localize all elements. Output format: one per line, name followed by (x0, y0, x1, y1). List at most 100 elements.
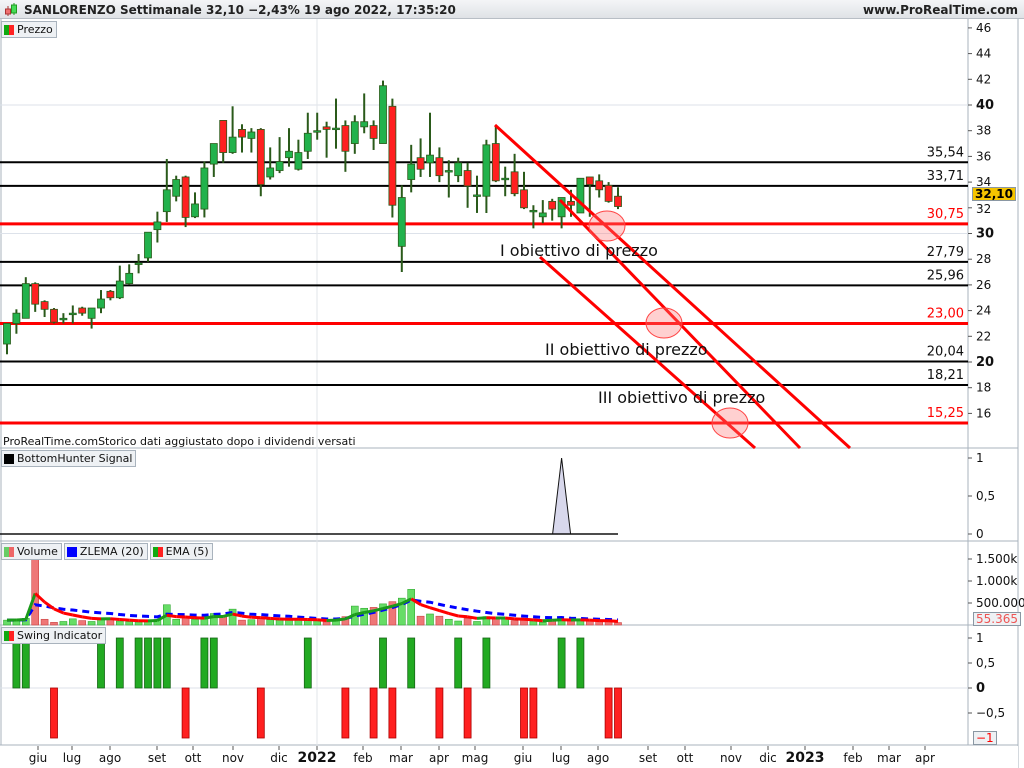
candle-body (200, 167, 209, 210)
target-trendline (493, 123, 852, 450)
volume-bar (172, 618, 180, 626)
x-tick-label: nov (222, 751, 244, 765)
candle-body (294, 152, 303, 170)
site-link[interactable]: www.ProRealTime.com (863, 3, 1018, 17)
candle (435, 147, 444, 183)
target-3-label: III obiettivo di prezzo (598, 388, 766, 407)
x-axis-bar (0, 746, 1018, 768)
candle-body (454, 162, 463, 177)
bh-tick-label: 1 (976, 451, 984, 465)
candle (228, 106, 237, 154)
level-label: 18,21 (927, 368, 964, 383)
candle (40, 300, 49, 318)
ema-segment (270, 616, 280, 621)
swing-bar-up (153, 637, 162, 689)
candle-body (50, 308, 58, 323)
volume-bar (388, 601, 397, 626)
ema-segment (476, 616, 487, 620)
bottomhunter-panel-label[interactable]: BottomHunter Signal (1, 450, 137, 467)
x-tick-label: dic (759, 751, 777, 765)
candle (50, 308, 58, 324)
ema-segment (505, 616, 515, 621)
volume-bar (144, 620, 152, 626)
candle (604, 182, 613, 203)
volume-tick-label: 1.000k (976, 574, 1017, 588)
candle-body (360, 121, 369, 128)
volume-bar (87, 621, 96, 626)
volume-bar (59, 621, 68, 626)
ema-segment (156, 613, 168, 622)
candle (397, 185, 406, 273)
level-label: 33,71 (927, 169, 964, 184)
candle (285, 128, 293, 167)
candle (3, 323, 11, 355)
ema-segment (16, 617, 26, 622)
candle (31, 282, 40, 312)
volume-bar (529, 620, 538, 626)
candle (407, 144, 416, 193)
x-tick-label: set (148, 751, 167, 765)
x-tick-label: lug (63, 751, 82, 765)
swing-bar-down (369, 687, 378, 739)
ema-segment (204, 615, 215, 620)
ema-segment (363, 609, 374, 615)
ema-segment (523, 617, 534, 622)
price-tick-label: 24 (976, 304, 991, 318)
ema-segment (458, 614, 468, 619)
volume-bar (256, 618, 265, 626)
swing-panel-label[interactable]: Swing Indicator (1, 627, 107, 644)
candle (181, 175, 190, 228)
ema-segment (260, 616, 271, 620)
price-tick-label: 28 (976, 252, 991, 266)
swing-bar-up (209, 637, 218, 689)
candle-body (238, 129, 246, 138)
candle (153, 211, 162, 243)
swing-bar-up (576, 637, 585, 689)
window-title: SANLORENZO Settimanale 32,10 −2,43% 19 a… (24, 3, 456, 17)
ema-segment (72, 613, 83, 619)
candle (144, 231, 152, 262)
x-tick-label: giu (514, 751, 533, 765)
ema-panel-label[interactable]: EMA (5) (149, 543, 213, 560)
candle (78, 306, 87, 316)
ema-segment (344, 613, 356, 621)
zlema-panel-label[interactable]: ZLEMA (20) (63, 543, 148, 560)
candle (303, 112, 312, 159)
level-label: 20,04 (927, 344, 964, 359)
swing-bar-up (144, 637, 152, 689)
candle (294, 139, 303, 171)
candle-body (388, 105, 397, 206)
price-tick-label: 32 (976, 202, 991, 216)
swing-bar-up (115, 637, 124, 689)
bottomhunter-signal-spike (552, 457, 572, 535)
volume-bar (473, 621, 481, 626)
x-tick-label: apr (429, 751, 449, 765)
price-panel-label[interactable]: Prezzo (1, 21, 57, 38)
volume-bar (322, 621, 331, 626)
candle-body (501, 177, 510, 181)
ema-segment (129, 618, 139, 623)
candle-body (285, 150, 293, 159)
candle-body (68, 312, 77, 316)
ema-segment (391, 602, 403, 608)
candle-body (97, 298, 105, 309)
swing-bar-down (604, 687, 613, 739)
x-tick-label: ott (677, 751, 694, 765)
candle (134, 254, 143, 274)
candle-body (162, 189, 171, 213)
swing-bar-down (529, 687, 538, 739)
volume-bar (116, 620, 124, 626)
candle (219, 120, 228, 163)
ema-segment (382, 604, 393, 610)
candle (520, 171, 528, 210)
volume-bar (397, 597, 406, 626)
volume-panel-label[interactable]: Volume (1, 543, 62, 560)
target-2-label: II obiettivo di prezzo (545, 340, 708, 359)
candle (501, 166, 510, 197)
ema-segment (119, 617, 130, 622)
candle-body (520, 189, 528, 209)
candle (426, 112, 434, 177)
candle-body (614, 195, 622, 207)
swing-tick-label: 1 (976, 631, 984, 645)
